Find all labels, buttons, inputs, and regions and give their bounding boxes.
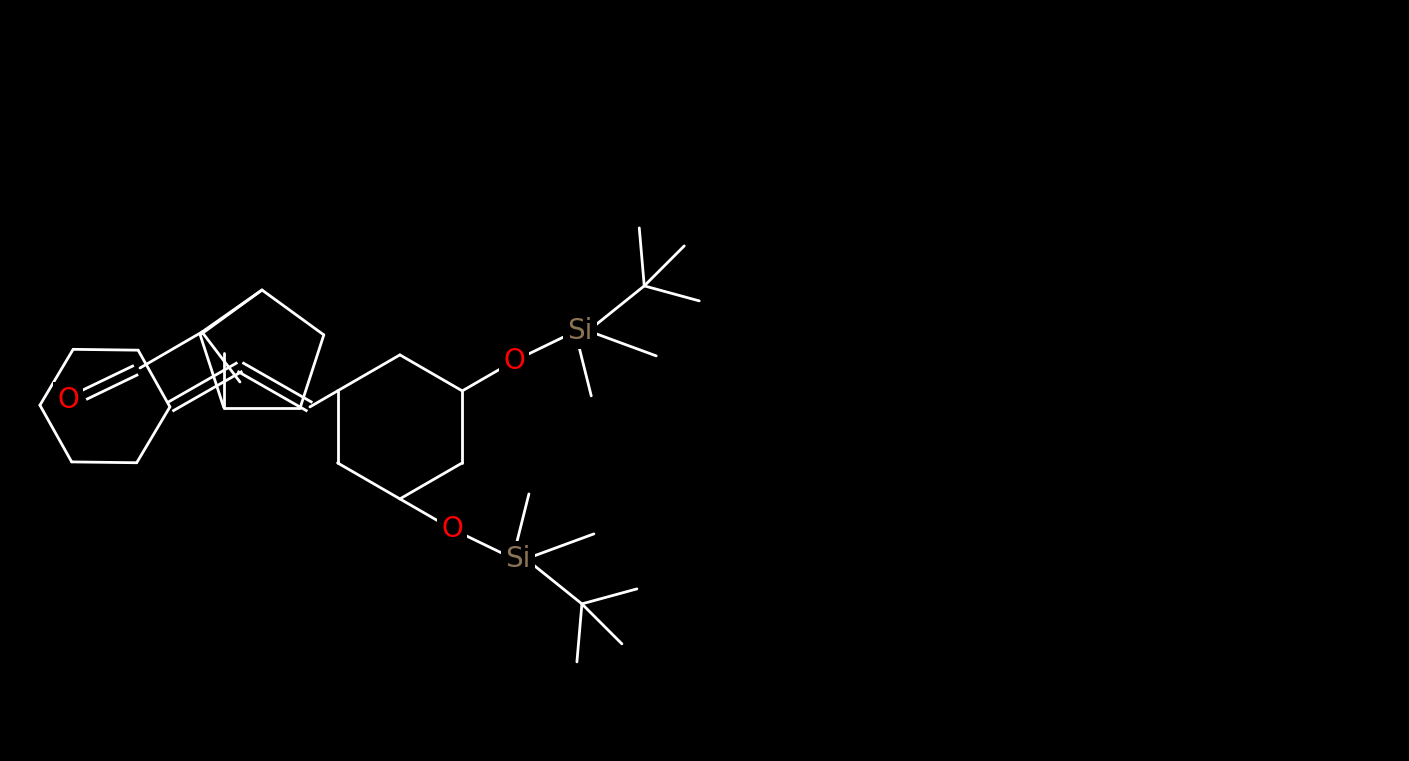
Text: O: O [441,515,462,543]
Text: O: O [58,386,79,414]
Text: Si: Si [568,317,593,345]
Text: O: O [503,347,526,375]
Text: Si: Si [506,545,531,573]
